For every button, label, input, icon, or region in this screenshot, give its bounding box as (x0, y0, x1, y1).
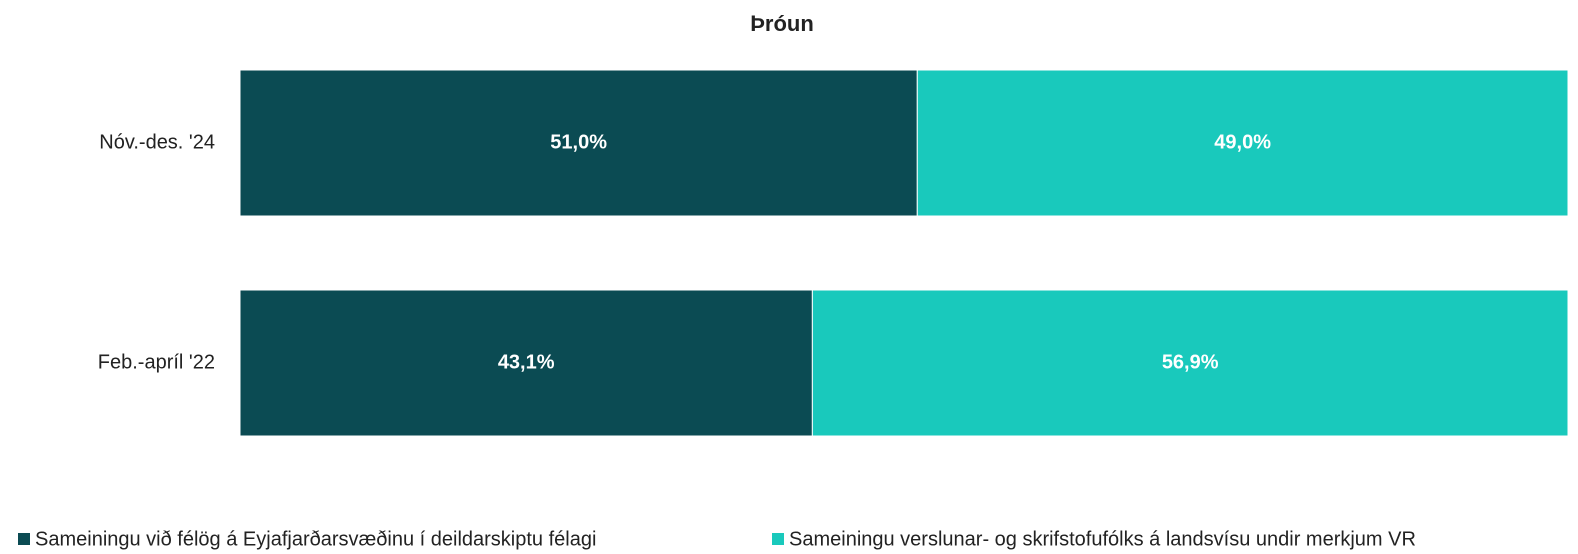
legend-swatch (18, 533, 30, 545)
data-label: 56,9% (1162, 351, 1219, 373)
legend-label: Sameiningu við félög á Eyjafjarðarsvæðin… (35, 528, 596, 550)
data-label: 49,0% (1214, 131, 1271, 153)
data-label: 51,0% (550, 131, 607, 153)
data-label: 43,1% (498, 351, 555, 373)
legend-swatch (772, 533, 784, 545)
bar-segment (239, 289, 813, 437)
bar-segment (811, 289, 1569, 437)
bar-segment (916, 69, 1569, 217)
y-tick-label: Nóv.-des. '24 (99, 131, 215, 153)
legend-label: Sameiningu verslunar- og skrifstofufólks… (789, 528, 1416, 550)
bar-segment (239, 69, 918, 217)
y-tick-label: Feb.-apríl '22 (98, 351, 215, 373)
chart-title: Þróun (750, 11, 814, 36)
